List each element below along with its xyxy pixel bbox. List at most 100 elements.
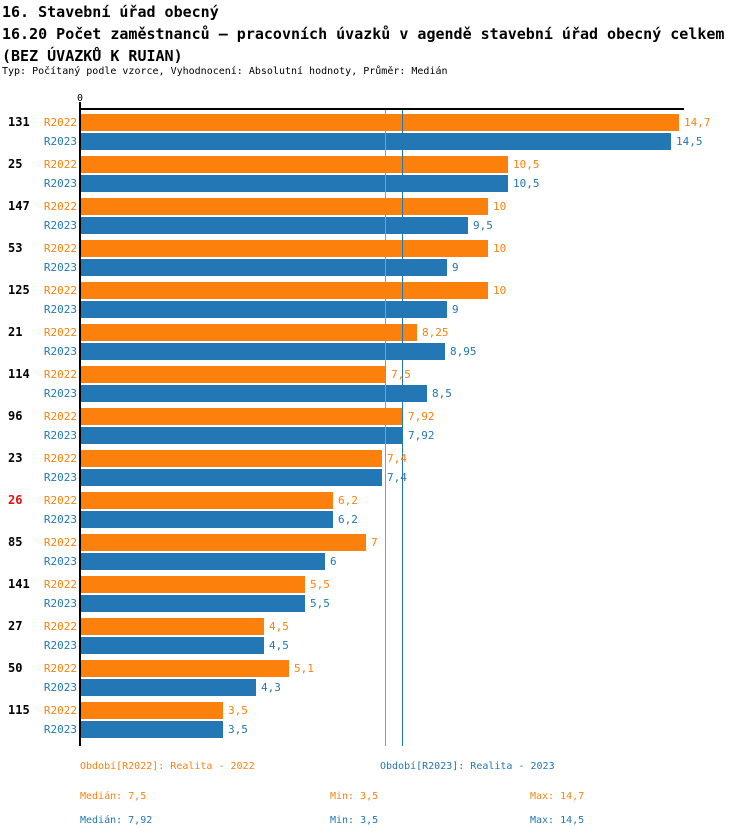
bar-r2022[interactable] [81, 618, 264, 635]
category-label: 25 [8, 157, 23, 171]
series-label-r2023: R2023 [43, 135, 77, 148]
bar-r2022[interactable] [81, 366, 386, 383]
bar-value-label: 10 [493, 200, 507, 213]
bar-value-label: 6,2 [338, 513, 358, 526]
bar-r2022[interactable] [81, 198, 488, 215]
category-label: 141 [8, 577, 30, 591]
bar-r2023[interactable] [81, 427, 403, 444]
bar-r2022[interactable] [81, 450, 382, 467]
category-label: 131 [8, 115, 30, 129]
series-label-r2022: R2022 [43, 242, 77, 255]
median-line-r2023 [402, 110, 403, 746]
category-label: 115 [8, 703, 30, 717]
bar-value-label: 8,5 [432, 387, 452, 400]
series-label-r2022: R2022 [43, 200, 77, 213]
legend-r2022: Období[R2022]: Realita - 2022 [80, 761, 255, 772]
series-label-r2023: R2023 [43, 219, 77, 232]
y-axis-line [79, 102, 81, 746]
bar-r2023[interactable] [81, 511, 333, 528]
bar-r2023[interactable] [81, 469, 382, 486]
series-label-r2023: R2023 [43, 597, 77, 610]
category-label: 85 [8, 535, 23, 549]
bar-r2022[interactable] [81, 282, 488, 299]
category-label: 27 [8, 619, 23, 633]
series-label-r2023: R2023 [43, 555, 77, 568]
bar-r2023[interactable] [81, 679, 256, 696]
series-label-r2023: R2023 [43, 429, 77, 442]
category-label: 96 [8, 409, 23, 423]
stat-min-r2022: Min: 3,5 [330, 791, 379, 802]
category-label: 125 [8, 283, 30, 297]
bar-r2023[interactable] [81, 595, 305, 612]
bar-r2022[interactable] [81, 576, 305, 593]
bar-value-label: 7,4 [387, 452, 407, 465]
series-label-r2022: R2022 [43, 116, 77, 129]
bar-value-label: 8,95 [450, 345, 477, 358]
bar-value-label: 6 [330, 555, 337, 568]
bar-r2022[interactable] [81, 408, 403, 425]
category-label: 147 [8, 199, 30, 213]
bar-r2023[interactable] [81, 301, 447, 318]
bar-r2023[interactable] [81, 721, 223, 738]
bar-r2022[interactable] [81, 114, 679, 131]
bar-value-label: 10,5 [513, 177, 540, 190]
series-label-r2022: R2022 [43, 578, 77, 591]
chart-title-2: (BEZ ÚVAZKŮ K RUIAN) [2, 47, 183, 65]
bar-value-label: 3,5 [228, 704, 248, 717]
bar-value-label: 10 [493, 284, 507, 297]
stat-median-r2022: Medián: 7,5 [80, 791, 147, 802]
bar-r2023[interactable] [81, 553, 325, 570]
bar-value-label: 9,5 [473, 219, 493, 232]
bar-value-label: 4,5 [269, 620, 289, 633]
series-label-r2022: R2022 [43, 368, 77, 381]
bar-value-label: 4,5 [269, 639, 289, 652]
series-label-r2022: R2022 [43, 494, 77, 507]
bar-r2023[interactable] [81, 217, 468, 234]
bar-r2023[interactable] [81, 133, 671, 150]
bar-r2022[interactable] [81, 534, 366, 551]
series-label-r2023: R2023 [43, 345, 77, 358]
bar-r2023[interactable] [81, 175, 508, 192]
series-label-r2023: R2023 [43, 387, 77, 400]
category-label: 114 [8, 367, 30, 381]
chart-title: 16.20 Počet zaměstnanců – pracovních úva… [2, 25, 725, 43]
category-label: 23 [8, 451, 23, 465]
bar-r2023[interactable] [81, 259, 447, 276]
bar-r2023[interactable] [81, 385, 427, 402]
series-label-r2022: R2022 [43, 662, 77, 675]
bar-value-label: 9 [452, 303, 459, 316]
bar-r2022[interactable] [81, 240, 488, 257]
bar-value-label: 5,1 [294, 662, 314, 675]
bar-value-label: 7,92 [408, 429, 435, 442]
bar-r2023[interactable] [81, 637, 264, 654]
series-label-r2023: R2023 [43, 681, 77, 694]
category-label: 26 [8, 493, 23, 507]
series-label-r2023: R2023 [43, 639, 77, 652]
bar-r2022[interactable] [81, 660, 289, 677]
bar-value-label: 4,3 [261, 681, 281, 694]
stat-max-r2022: Max: 14,7 [530, 791, 585, 802]
bar-value-label: 5,5 [310, 597, 330, 610]
series-label-r2022: R2022 [43, 536, 77, 549]
bar-value-label: 8,25 [422, 326, 449, 339]
chart-subtitle: Typ: Počítaný podle vzorce, Vyhodnocení:… [2, 66, 448, 77]
series-label-r2023: R2023 [43, 261, 77, 274]
x-axis-zero-tick-label: 0 [76, 93, 84, 104]
category-label: 50 [8, 661, 23, 675]
series-label-r2023: R2023 [43, 471, 77, 484]
bar-r2022[interactable] [81, 492, 333, 509]
bar-r2022[interactable] [81, 324, 417, 341]
bar-value-label: 10 [493, 242, 507, 255]
bar-r2022[interactable] [81, 156, 508, 173]
bar-value-label: 14,7 [684, 116, 711, 129]
bar-value-label: 9 [452, 261, 459, 274]
series-label-r2022: R2022 [43, 284, 77, 297]
bar-r2022[interactable] [81, 702, 223, 719]
category-label: 53 [8, 241, 23, 255]
bar-r2023[interactable] [81, 343, 445, 360]
bar-value-label: 5,5 [310, 578, 330, 591]
series-label-r2023: R2023 [43, 513, 77, 526]
legend-r2023: Období[R2023]: Realita - 2023 [380, 761, 555, 772]
bar-value-label: 7,4 [387, 471, 407, 484]
series-label-r2022: R2022 [43, 704, 77, 717]
